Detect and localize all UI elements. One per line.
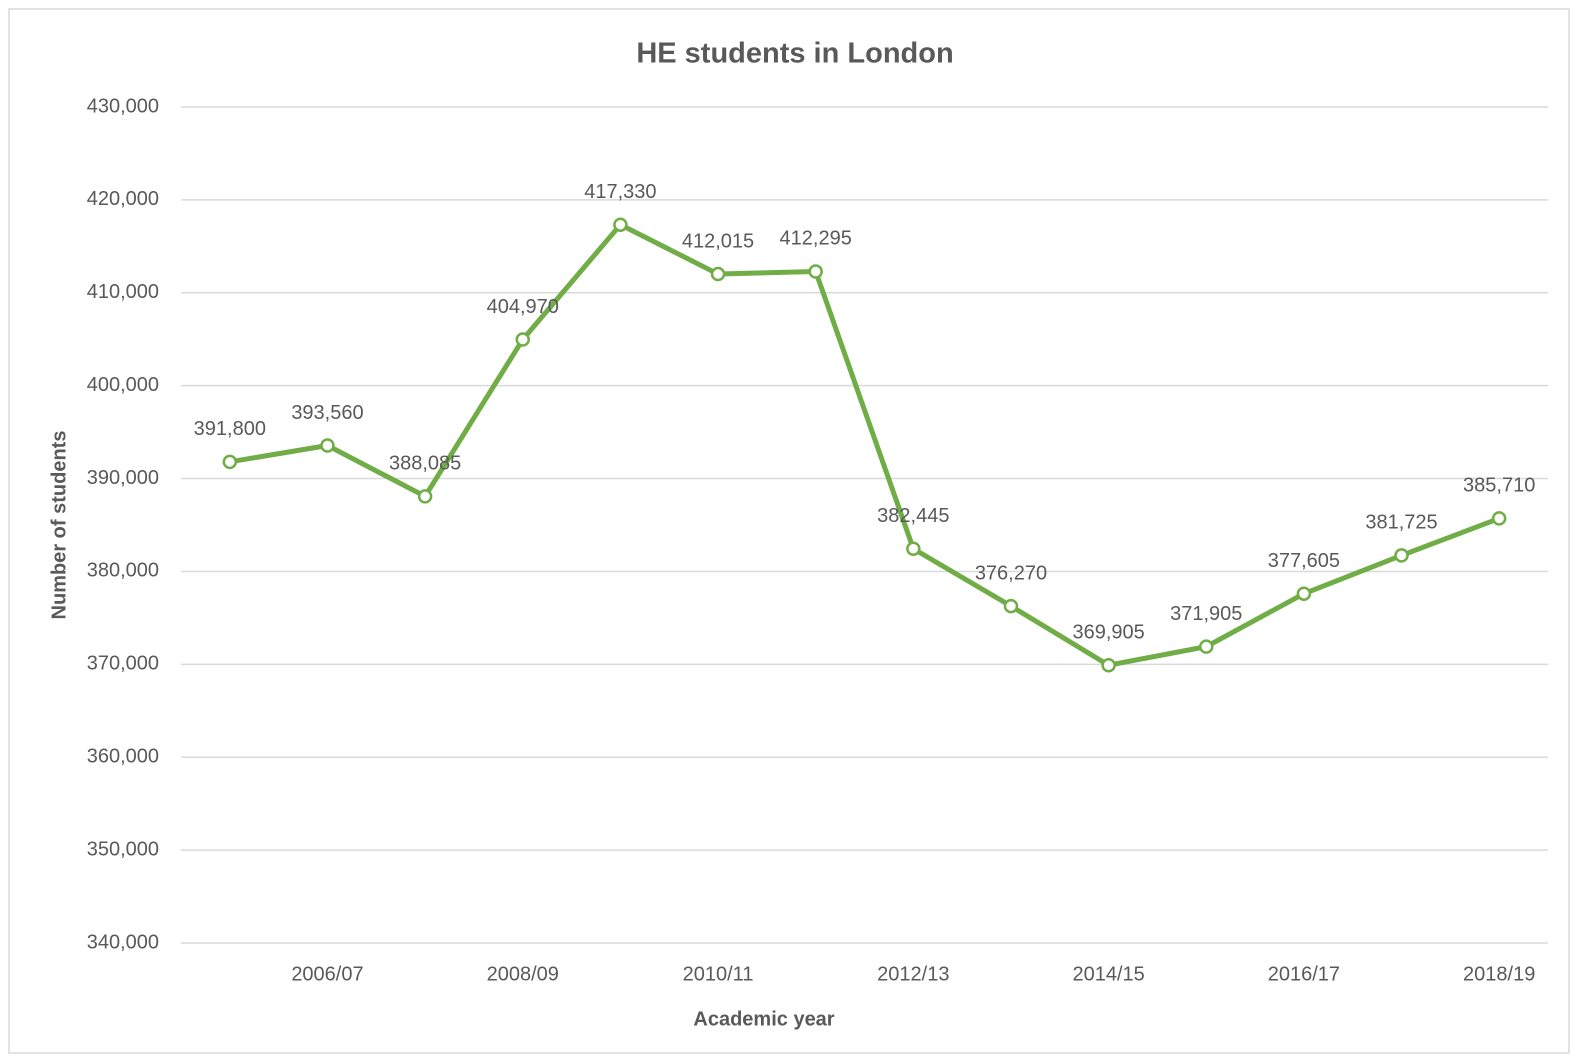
data-label: 391,800 <box>194 418 266 440</box>
y-tick-label: 410,000 <box>87 281 159 303</box>
data-point <box>1199 639 1214 654</box>
data-point <box>1101 657 1116 673</box>
x-tick-label: 2018/19 <box>1463 963 1535 985</box>
x-axis-label: Academic year <box>693 1008 834 1030</box>
x-tick-label: 2016/17 <box>1268 963 1340 985</box>
y-tick-label: 360,000 <box>87 746 159 768</box>
data-label: 412,015 <box>682 230 754 252</box>
data-point <box>1003 598 1019 614</box>
data-label: 388,085 <box>389 453 461 475</box>
data-point <box>417 489 433 504</box>
data-point <box>906 541 921 556</box>
data-point <box>1296 586 1312 601</box>
x-tick-label: 2014/15 <box>1072 963 1144 985</box>
data-point <box>515 332 530 347</box>
y-tick-label: 390,000 <box>87 467 159 489</box>
x-tick-label: 2012/13 <box>877 963 949 985</box>
data-point <box>808 264 823 279</box>
y-tick-label: 420,000 <box>87 188 159 210</box>
x-tick-label: 2008/09 <box>487 963 559 985</box>
y-tick-label: 340,000 <box>87 931 159 953</box>
y-tick-label: 430,000 <box>87 95 159 117</box>
data-label: 412,295 <box>780 228 852 250</box>
chart-title: HE students in London <box>636 38 953 70</box>
data-label: 369,905 <box>1072 621 1144 643</box>
data-label: 417,330 <box>584 181 656 203</box>
data-label: 404,970 <box>487 296 559 318</box>
data-line <box>229 222 1501 668</box>
data-point <box>1491 511 1507 526</box>
data-point <box>222 454 238 470</box>
data-label: 393,560 <box>291 402 363 424</box>
data-point <box>1394 548 1409 563</box>
data-label: 382,445 <box>877 505 949 527</box>
y-tick-label: 380,000 <box>87 560 159 582</box>
data-label: 381,725 <box>1365 512 1437 534</box>
data-point <box>710 266 726 282</box>
y-tick-label: 370,000 <box>87 653 159 675</box>
x-tick-label: 2010/11 <box>683 963 754 985</box>
chart-border <box>8 8 1570 1054</box>
data-point <box>320 438 335 453</box>
data-label: 371,905 <box>1170 603 1242 625</box>
data-label: 385,710 <box>1463 475 1535 497</box>
y-tick-label: 400,000 <box>87 374 159 396</box>
data-label: 376,270 <box>975 562 1047 584</box>
y-axis-label: Number of students <box>48 431 70 620</box>
data-point <box>613 217 628 232</box>
y-tick-label: 350,000 <box>87 838 159 860</box>
x-tick-label: 2006/07 <box>291 963 363 985</box>
data-label: 377,605 <box>1268 550 1340 572</box>
